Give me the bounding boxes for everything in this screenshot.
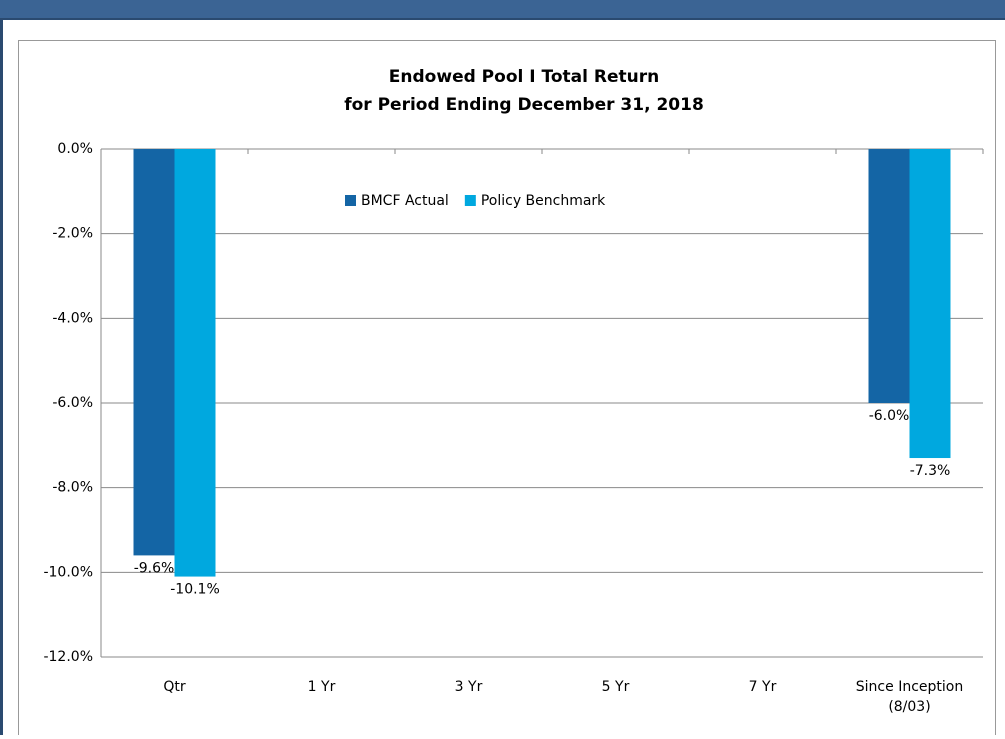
legend-label: Policy Benchmark [481,193,606,209]
legend-swatch [345,195,356,206]
value-label: -10.1% [170,582,220,598]
y-tick-label: -12.0% [43,649,93,665]
x-tick-label: Since Inception (8/03) [856,679,963,715]
value-label: -6.0% [869,408,910,424]
chart-frame [18,40,996,739]
legend-label: BMCF Actual [361,193,449,209]
legend-swatch [464,195,476,206]
y-tick-label: -6.0% [52,395,93,411]
bar [909,149,951,459]
x-tick-label: 7 Yr [749,679,777,695]
header-edge [0,18,1005,20]
chart-subtitle: for Period Ending December 31, 2018 [344,95,704,115]
x-tick-label: Qtr [163,679,186,695]
left-edge [0,18,3,735]
header-bar [0,0,1005,18]
bar [133,149,175,556]
chart-title: Endowed Pool I Total Return [389,67,659,87]
bar [174,149,216,577]
y-tick-label: -10.0% [43,564,93,580]
y-tick-label: -8.0% [52,480,93,496]
y-tick-label: -2.0% [52,226,93,242]
x-tick-label: 5 Yr [602,679,630,695]
bar [868,149,910,403]
value-label: -7.3% [910,463,951,479]
y-tick-label: -4.0% [52,310,93,326]
y-tick-label: 0.0% [57,141,93,157]
value-label: -9.6% [134,560,175,576]
x-tick-label: 1 Yr [308,679,336,695]
x-tick-label: 3 Yr [455,679,483,695]
